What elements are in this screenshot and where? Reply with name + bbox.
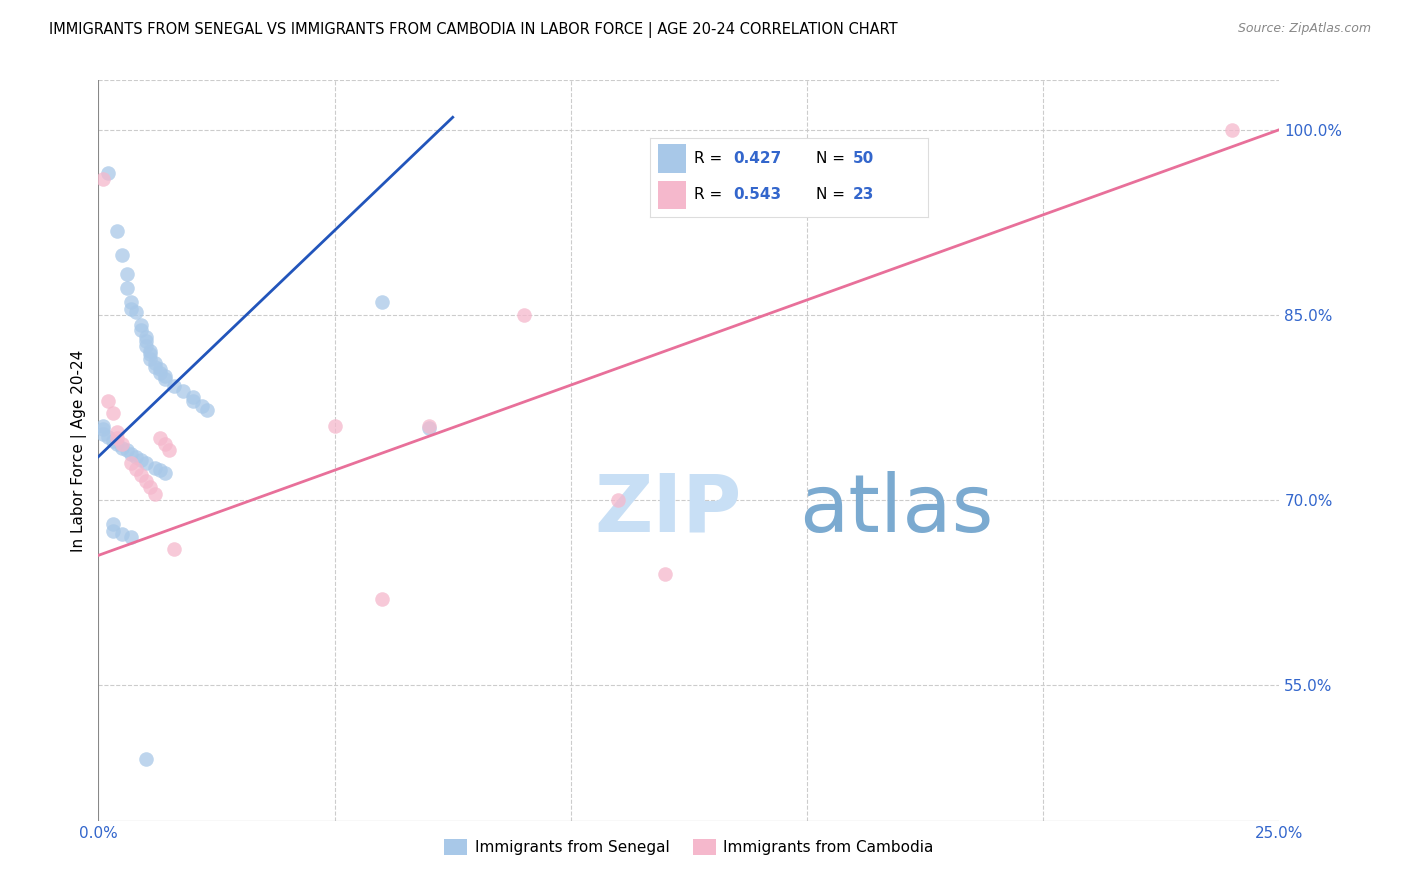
Point: [91, 172, 114, 186]
Point: [129, 468, 152, 483]
Point: [139, 347, 162, 361]
Text: R =: R =: [695, 151, 727, 166]
Text: 0.543: 0.543: [733, 187, 782, 202]
Point: [121, 295, 143, 310]
Point: [191, 399, 214, 413]
Point: [149, 366, 172, 380]
Point: [143, 359, 166, 374]
Point: [91, 422, 114, 436]
Text: IMMIGRANTS FROM SENEGAL VS IMMIGRANTS FROM CAMBODIA IN LABOR FORCE | AGE 20-24 C: IMMIGRANTS FROM SENEGAL VS IMMIGRANTS FR…: [49, 22, 898, 38]
Point: [105, 431, 128, 445]
Point: [129, 453, 152, 467]
Point: [135, 334, 157, 348]
Point: [139, 352, 162, 367]
Text: 0.427: 0.427: [733, 151, 782, 166]
Point: [111, 248, 134, 262]
Point: [135, 330, 157, 344]
Point: [371, 591, 394, 606]
Point: [105, 425, 128, 439]
Point: [125, 462, 148, 476]
Point: [172, 384, 194, 399]
FancyBboxPatch shape: [658, 180, 686, 209]
Point: [125, 305, 148, 319]
Point: [105, 224, 128, 238]
Point: [143, 460, 166, 475]
Text: N =: N =: [817, 187, 851, 202]
Point: [121, 301, 143, 316]
Text: R =: R =: [695, 187, 727, 202]
Point: [418, 421, 440, 435]
Text: 23: 23: [852, 187, 875, 202]
Point: [153, 437, 176, 451]
Legend: Immigrants from Senegal, Immigrants from Cambodia: Immigrants from Senegal, Immigrants from…: [439, 833, 939, 861]
Point: [125, 450, 148, 464]
Point: [1220, 122, 1243, 136]
Point: [654, 566, 676, 581]
Point: [181, 394, 204, 409]
Point: [157, 443, 180, 458]
Point: [149, 431, 172, 445]
Point: [512, 308, 534, 322]
Point: [153, 369, 176, 384]
FancyBboxPatch shape: [658, 145, 686, 173]
Point: [97, 430, 120, 444]
Point: [91, 427, 114, 442]
Point: [115, 267, 138, 281]
Point: [135, 456, 157, 470]
Point: [371, 295, 394, 310]
Point: [115, 280, 138, 294]
Point: [129, 318, 152, 332]
Point: [97, 394, 120, 409]
Text: Source: ZipAtlas.com: Source: ZipAtlas.com: [1237, 22, 1371, 36]
Point: [111, 437, 134, 451]
Point: [607, 492, 630, 507]
Point: [153, 372, 176, 386]
Point: [111, 527, 134, 541]
Point: [121, 447, 143, 461]
Point: [91, 418, 114, 433]
Point: [121, 530, 143, 544]
Point: [101, 524, 124, 538]
Point: [139, 481, 162, 495]
Point: [129, 322, 152, 336]
Point: [97, 166, 120, 180]
Point: [418, 418, 440, 433]
Point: [121, 456, 143, 470]
Point: [153, 466, 176, 480]
Point: [135, 338, 157, 352]
Y-axis label: In Labor Force | Age 20-24: In Labor Force | Age 20-24: [72, 350, 87, 551]
Point: [181, 391, 204, 405]
Text: 50: 50: [852, 151, 875, 166]
Point: [135, 752, 157, 766]
Point: [195, 402, 218, 417]
Point: [135, 475, 157, 489]
Text: N =: N =: [817, 151, 851, 166]
Point: [149, 463, 172, 477]
Point: [111, 441, 134, 455]
Point: [323, 418, 346, 433]
Point: [101, 517, 124, 532]
Point: [105, 437, 128, 451]
Point: [101, 407, 124, 421]
Point: [143, 356, 166, 370]
Text: atlas: atlas: [799, 471, 993, 549]
Point: [115, 443, 138, 458]
Point: [101, 434, 124, 448]
Text: ZIP: ZIP: [595, 471, 742, 549]
Point: [139, 343, 162, 358]
Point: [163, 542, 186, 557]
Point: [143, 486, 166, 500]
Point: [149, 362, 172, 376]
Point: [163, 379, 186, 393]
